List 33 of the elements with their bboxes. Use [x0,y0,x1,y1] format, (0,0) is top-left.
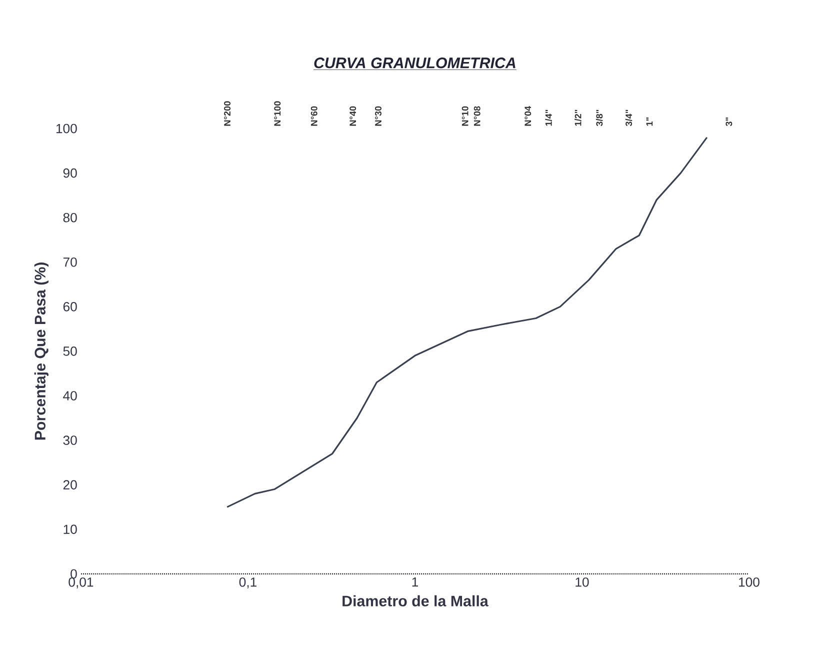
text: N°200 [224,101,230,126]
y-tick-label: 90 [63,168,77,178]
x-tick-label: 10 [576,578,589,587]
text: 3/8" [596,110,603,126]
text: 1/2" [574,110,582,126]
y-tick-label: 60 [63,302,77,312]
y-tick-label: 40 [63,391,77,401]
y-axis-title: Porcentaje Que Pasa (%) [34,262,48,440]
text: 1" [646,118,653,126]
text: 3" [726,118,732,126]
text: N°100 [274,101,281,126]
x-tick-label: 0,1 [239,578,256,588]
y-tick-label: 0 [70,569,77,579]
text: N°60 [310,106,318,126]
text: 3/4" [625,110,632,126]
y-tick-label: 80 [63,213,77,222]
text: 1/4" [545,110,552,126]
y-tick-label: 70 [63,258,77,267]
text: N°30 [375,106,382,126]
y-tick-label: 10 [64,524,77,534]
text: N°08 [474,106,480,126]
x-tick-label: 1 [412,578,418,587]
y-tick-label: 20 [63,480,77,490]
x-tick-label: 0,01 [68,578,94,588]
y-tick-label: 30 [63,436,77,446]
chart-title: CURVA GRANULOMETRICA [314,58,516,68]
text: N°40 [350,106,356,126]
x-tick-label: 100 [739,578,760,587]
y-tick-label: 100 [56,124,77,134]
y-tick-label: 50 [63,346,77,356]
text: N°10 [462,106,468,126]
text: N°04 [524,106,532,126]
x-axis-title: Diametro de la Malla [342,595,488,607]
